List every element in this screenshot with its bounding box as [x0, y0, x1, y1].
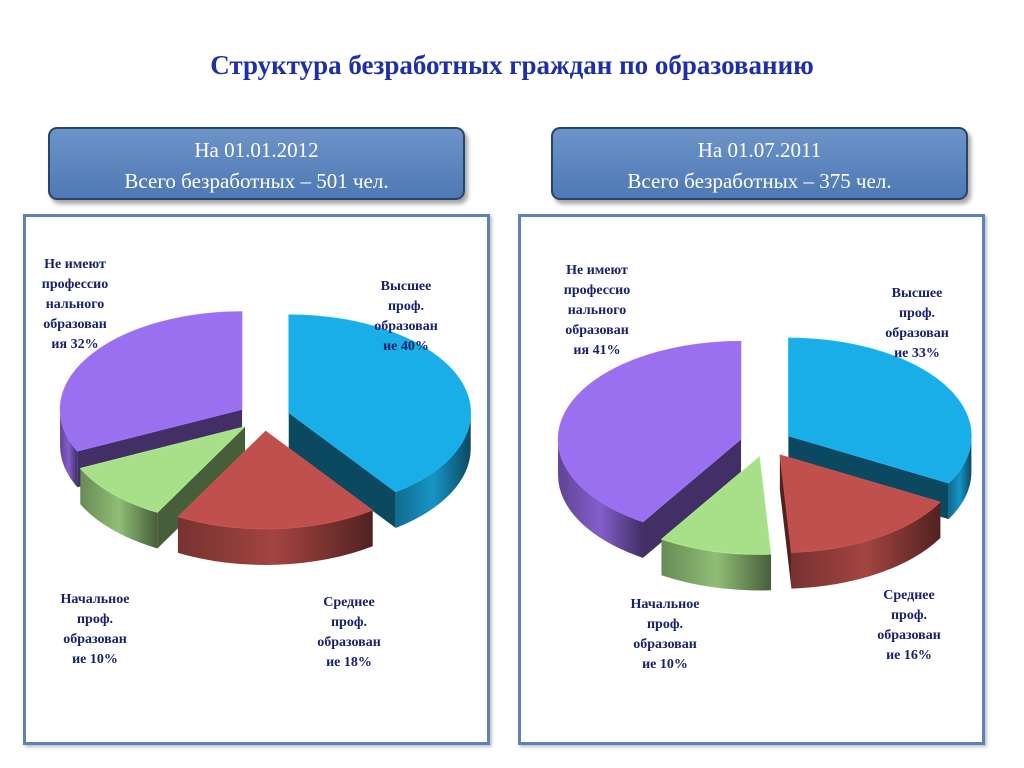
slice-label-secondary: Среднее проф. образован ие 16%: [877, 588, 941, 663]
header-total: Всего безработных – 501 чел.: [124, 169, 389, 193]
slice-label-none: Не имеют профессио нального образован ия…: [41, 257, 109, 352]
slice-side: [661, 539, 772, 591]
pie-slice-higher: [288, 314, 471, 528]
slice-label-primary: Начальное проф. образован ие 10%: [630, 597, 700, 672]
header-date: На 01.07.2011: [697, 138, 822, 162]
pie-slice-secondary: [177, 430, 374, 565]
slice-label-higher: Высшее проф. образован ие 33%: [885, 286, 949, 361]
slice-top: [59, 311, 243, 452]
pie-chart-2012: [59, 311, 471, 565]
pie-slice-none: [557, 340, 742, 558]
pie-chart-panel-2011: Не имеют профессио нального образован ия…: [518, 214, 985, 745]
slice-top: [779, 454, 941, 553]
pie-slice-primary: [660, 455, 772, 591]
header-total: Всего безработных – 375 чел.: [627, 169, 892, 193]
slice-side: [60, 409, 78, 488]
pie-chart-2011: [557, 337, 972, 591]
page-title: Структура безработных граждан по образов…: [210, 50, 814, 80]
slice-side: [948, 435, 972, 520]
slice-top: [288, 314, 471, 493]
pie-slice-secondary: [779, 454, 941, 589]
slice-wall: [288, 412, 396, 528]
slice-side: [558, 439, 643, 558]
slice-top: [177, 430, 374, 530]
slice-side: [80, 468, 158, 549]
slice-side: [791, 501, 941, 589]
slice-wall: [642, 439, 742, 558]
header-date: На 01.01.2012: [194, 138, 319, 162]
slice-top: [557, 340, 742, 523]
slice-top: [79, 426, 247, 513]
header-box-2012: На 01.01.2012 Всего безработных – 501 че…: [48, 127, 465, 200]
slice-label-primary: Начальное проф. образован ие 10%: [60, 592, 130, 667]
slice-label-secondary: Среднее проф. образован ие 18%: [317, 595, 381, 670]
slice-label-none: Не имеют профессио нального образован ия…: [563, 263, 631, 358]
slice-top: [788, 337, 972, 484]
slice-top: [660, 455, 772, 555]
header-box-2011: На 01.07.2011 Всего безработных – 375 че…: [551, 127, 968, 200]
pie-chart-panel-2012: Не имеют профессио нального образован ия…: [23, 214, 490, 745]
slice-label-higher: Высшее проф. образован ие 40%: [374, 279, 438, 354]
slice-wall: [779, 454, 792, 589]
slice-side: [395, 412, 471, 528]
